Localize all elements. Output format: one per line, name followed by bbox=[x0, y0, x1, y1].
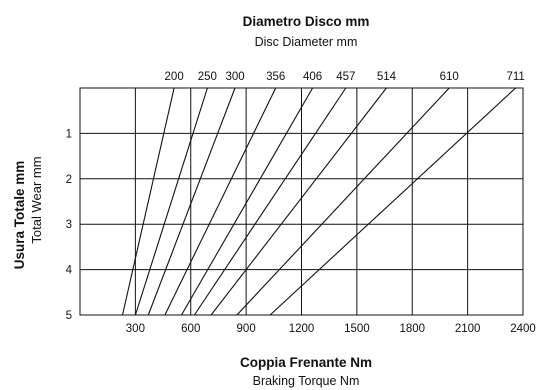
series-label-457: 457 bbox=[336, 71, 355, 83]
series-label-200: 200 bbox=[165, 71, 184, 83]
series-line-200 bbox=[121, 87, 175, 316]
y-axis-sublabel: Total Wear mm bbox=[29, 156, 44, 243]
x-tick-300: 300 bbox=[126, 323, 145, 335]
x-axis-sublabel: Braking Torque Nm bbox=[253, 374, 360, 388]
x-tick-labels: 300 600 900 1200 1500 1800 2100 2400 bbox=[126, 323, 536, 335]
chart-subtitle: Disc Diameter mm bbox=[255, 35, 358, 49]
series-line-406 bbox=[181, 87, 314, 316]
series-line-356 bbox=[164, 87, 277, 316]
y-tick-labels: 1 2 3 4 5 bbox=[66, 128, 73, 322]
y-axis-label: Usura Totale mm bbox=[12, 161, 27, 270]
series-line-300 bbox=[147, 87, 236, 316]
series-label-250: 250 bbox=[198, 71, 217, 83]
series-labels: 200 250 300 356 406 457 514 610 711 bbox=[165, 71, 525, 83]
x-tick-1200: 1200 bbox=[289, 323, 315, 335]
x-axis-label: Coppia Frenante Nm bbox=[240, 355, 372, 370]
x-tick-1500: 1500 bbox=[344, 323, 370, 335]
series-label-610: 610 bbox=[440, 71, 459, 83]
y-tick-1: 1 bbox=[66, 128, 72, 140]
series-line-457 bbox=[193, 87, 347, 316]
y-tick-2: 2 bbox=[66, 174, 72, 186]
series-line-514 bbox=[210, 87, 387, 316]
x-tick-2100: 2100 bbox=[455, 323, 481, 335]
series-label-711: 711 bbox=[506, 71, 524, 83]
series-line-250 bbox=[134, 87, 208, 316]
series-line-610 bbox=[236, 87, 450, 316]
series-label-406: 406 bbox=[303, 71, 322, 83]
x-tick-600: 600 bbox=[181, 323, 200, 335]
y-tick-4: 4 bbox=[66, 265, 73, 277]
series-line-711 bbox=[269, 87, 516, 316]
series-label-356: 356 bbox=[266, 71, 285, 83]
x-tick-1800: 1800 bbox=[399, 323, 425, 335]
y-tick-5: 5 bbox=[66, 310, 72, 322]
series-label-300: 300 bbox=[225, 71, 244, 83]
series-lines bbox=[121, 87, 516, 316]
x-tick-2400: 2400 bbox=[510, 323, 536, 335]
chart-title: Diametro Disco mm bbox=[243, 14, 370, 29]
y-tick-3: 3 bbox=[66, 219, 72, 231]
x-tick-900: 900 bbox=[237, 323, 256, 335]
series-label-514: 514 bbox=[377, 71, 397, 83]
